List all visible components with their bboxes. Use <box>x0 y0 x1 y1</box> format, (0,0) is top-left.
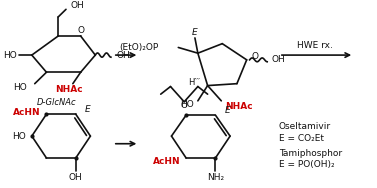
Text: AcHN: AcHN <box>153 157 180 166</box>
Text: Tamiphosphor: Tamiphosphor <box>279 149 342 158</box>
Text: E = CO₂Et: E = CO₂Et <box>279 133 324 143</box>
Text: NHAc: NHAc <box>225 102 253 111</box>
Text: D-GlcNAc: D-GlcNAc <box>37 98 76 107</box>
Text: HO: HO <box>12 132 26 141</box>
Text: OH: OH <box>71 1 84 10</box>
Text: NH₂: NH₂ <box>207 173 224 182</box>
Text: Oseltamivir: Oseltamivir <box>279 122 331 131</box>
Text: E: E <box>192 28 198 37</box>
Text: OH: OH <box>69 173 83 182</box>
Text: HWE rx.: HWE rx. <box>297 41 333 50</box>
Text: HO: HO <box>13 83 27 92</box>
Text: (EtO)₂OP: (EtO)₂OP <box>120 43 159 52</box>
Text: E: E <box>84 105 90 114</box>
Text: NHAc: NHAc <box>55 85 83 94</box>
Text: O: O <box>181 101 188 110</box>
Text: E: E <box>224 106 230 115</box>
Text: HO: HO <box>3 51 17 60</box>
Text: AcHN: AcHN <box>13 108 41 117</box>
Text: HO: HO <box>180 100 194 109</box>
Text: H′′′: H′′′ <box>188 78 200 87</box>
Text: E = PO(OH)₂: E = PO(OH)₂ <box>279 160 334 169</box>
Text: O: O <box>77 26 84 35</box>
Text: OH: OH <box>271 55 285 64</box>
Text: OH: OH <box>117 51 130 60</box>
Text: O: O <box>251 52 259 61</box>
